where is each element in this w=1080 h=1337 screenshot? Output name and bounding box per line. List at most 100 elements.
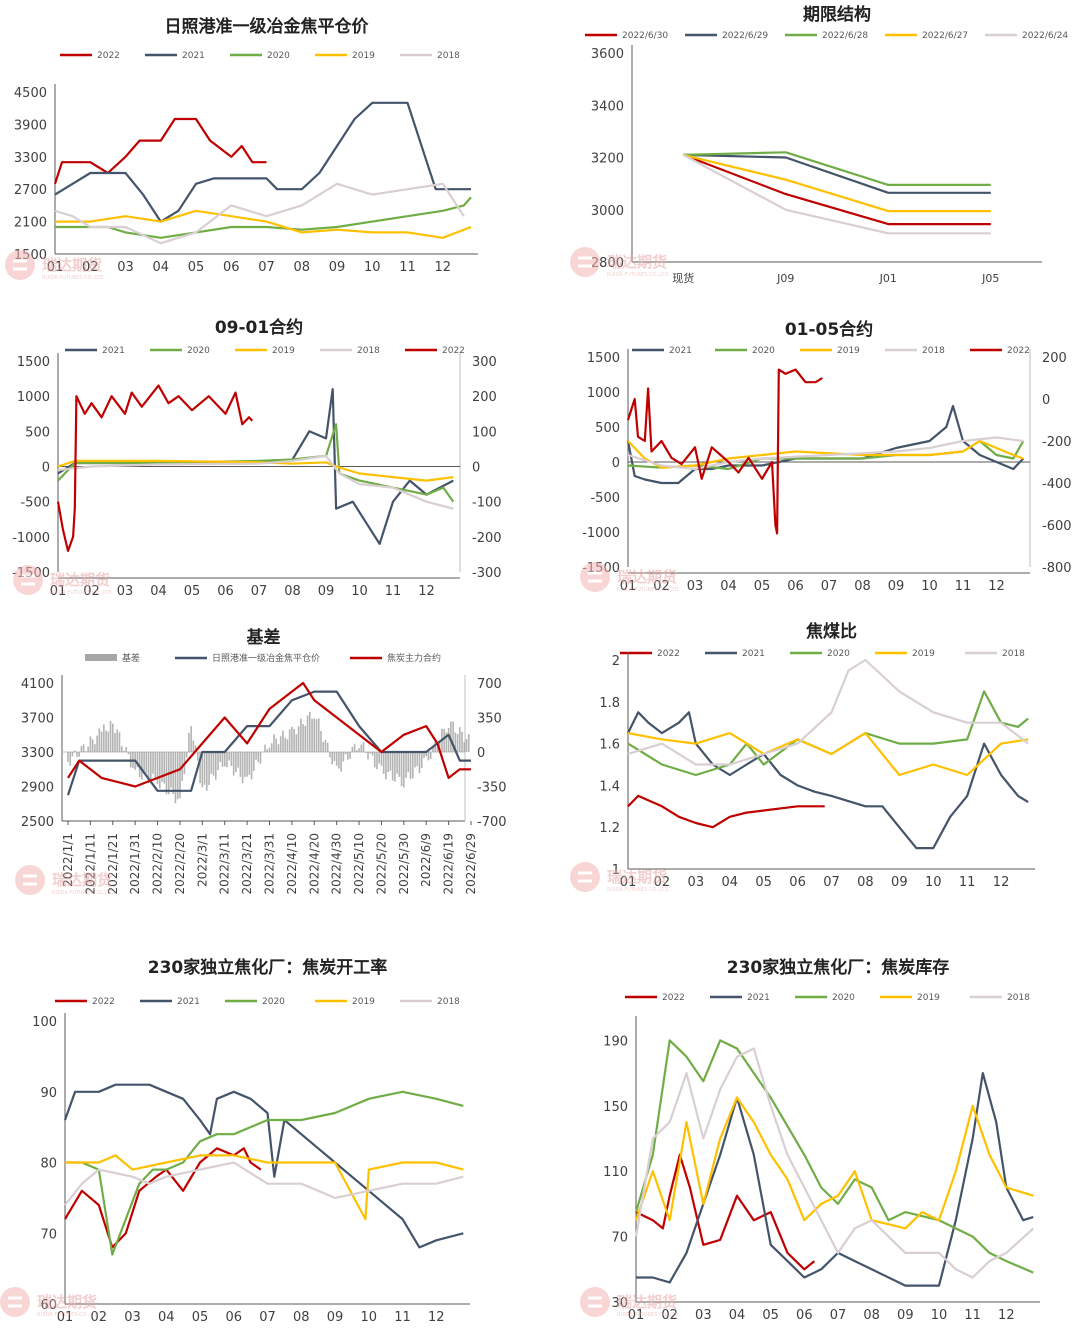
x-tick-label: 05 — [184, 584, 201, 599]
x-tick-label: 08 — [293, 260, 310, 275]
chart-c6: 焦煤比 2022 2021 2020 2019 2018 1 1.2 1.4 1.6 1.8 2 01 0… — [599, 621, 1035, 890]
chart-title: 230家独立焦化厂：焦炭开工率 — [148, 957, 388, 978]
chart-title: 09-01合约 — [215, 317, 303, 338]
watermark-icon — [5, 250, 35, 280]
x-tick-label: 10 — [360, 1310, 377, 1325]
x-tick-label: 2022/4/20 — [307, 833, 321, 895]
y-tick-label: 4500 — [14, 86, 47, 101]
x-tick-label: 01 — [57, 1310, 74, 1325]
y-tick-label: 1.4 — [599, 779, 620, 794]
y2-tick-label: -600 — [1042, 519, 1072, 534]
legend-label: 2022 — [1007, 346, 1030, 356]
y-tick-label: 70 — [611, 1231, 628, 1246]
x-tick-label: 12 — [428, 1310, 445, 1325]
watermark-icon-mark — [578, 256, 592, 268]
legend-label: 日照港准一级冶金焦平仓价 — [212, 652, 320, 664]
legend-label: 2019 — [912, 649, 935, 659]
y2-tick-label: -700 — [477, 815, 507, 830]
chart-title: 期限结构 — [803, 4, 871, 25]
y-tick-label: 70 — [40, 1227, 57, 1242]
watermark-text: 瑞达期货 — [617, 1293, 677, 1311]
chart-c2: 期限结构 2022/6/30 2022/6/29 2022/6/28 2022/6/27… — [585, 4, 1068, 285]
series-line-2022 — [626, 368, 823, 535]
legend-label: 2022/6/29 — [722, 31, 768, 41]
watermark-icon — [580, 1287, 610, 1317]
watermark-subtext: RUIDA FUTURES CO.,LTD. — [607, 887, 670, 893]
watermark-icon-mark — [23, 874, 37, 886]
x-tick-label: 02 — [90, 1310, 107, 1325]
y-tick-label: -500 — [590, 491, 620, 506]
y-tick-label: 3000 — [591, 204, 624, 219]
legend-label: 2020 — [187, 346, 210, 356]
x-tick-label: 10 — [931, 1308, 948, 1323]
x-tick-label: 2022/6/9 — [419, 833, 433, 887]
y-tick-label: 3400 — [591, 99, 624, 114]
y-tick-label: 150 — [603, 1100, 628, 1115]
watermark-icon — [0, 1287, 30, 1317]
y-tick-label: 1 — [612, 863, 620, 878]
x-tick-label: 08 — [863, 1308, 880, 1323]
x-tick-label: 05 — [762, 1308, 779, 1323]
series-line-2021 — [54, 101, 471, 223]
x-tick-label: 11 — [399, 260, 416, 275]
x-tick-label: 2022/3/21 — [240, 833, 254, 895]
x-tick-label: 09 — [891, 875, 908, 890]
series-line-2022 — [53, 117, 267, 185]
y-tick-label: -1000 — [12, 531, 50, 546]
x-tick-label: 现货 — [672, 271, 694, 285]
x-tick-label: 04 — [158, 1310, 175, 1325]
watermark-icon — [570, 862, 600, 892]
series-line-2018 — [54, 182, 465, 245]
x-tick-label: 02 — [661, 1308, 678, 1323]
x-tick-label: 03 — [117, 260, 134, 275]
y2-tick-label: 300 — [472, 355, 497, 370]
watermark-subtext: RUIDA FUTURES CO.,LTD. — [52, 890, 115, 896]
watermark-icon — [580, 562, 610, 592]
watermark-icon — [15, 865, 45, 895]
legend-label: 2022 — [92, 997, 115, 1007]
x-tick-label: 06 — [789, 875, 806, 890]
x-tick-label: 2022/1/1 — [61, 833, 75, 887]
series-line-2020 — [627, 690, 1029, 777]
x-tick-label: 04 — [152, 260, 169, 275]
legend-label: 2018 — [357, 346, 380, 356]
x-tick-label: 11 — [394, 1310, 411, 1325]
y-tick-label: 60 — [40, 1298, 57, 1313]
x-tick-label: 07 — [823, 875, 840, 890]
x-tick-label: 03 — [124, 1310, 141, 1325]
x-tick-label: 01 — [620, 875, 637, 890]
x-tick-label: 09 — [318, 584, 335, 599]
watermark-text: 瑞达期货 — [607, 868, 667, 886]
y-tick-label: 30 — [611, 1296, 628, 1311]
series-line-2018 — [634, 1047, 1035, 1279]
watermark-icon-mark — [8, 1296, 22, 1308]
x-tick-label: 04 — [150, 584, 167, 599]
legend-label: 2019 — [352, 997, 375, 1007]
x-tick-label: 06 — [217, 584, 234, 599]
x-tick-label: 09 — [897, 1308, 914, 1323]
legend-label: 2018 — [1007, 993, 1030, 1003]
x-tick-label: 05 — [755, 875, 772, 890]
legend-label: 焦炭主力合约 — [387, 652, 441, 664]
x-tick-label: 12 — [988, 579, 1005, 594]
x-tick-label: 05 — [192, 1310, 209, 1325]
series-line-2019 — [57, 459, 454, 482]
x-tick-label: 02 — [82, 260, 99, 275]
y2-tick-label: 700 — [477, 677, 502, 692]
watermark-subtext: RUIDA FUTURES CO.,LTD. — [42, 275, 105, 281]
x-tick-label: 09 — [888, 579, 905, 594]
series-line-2018 — [57, 454, 454, 510]
y-tick-label: -1000 — [582, 526, 620, 541]
series-line-2018 — [64, 1161, 464, 1206]
x-tick-label: 04 — [729, 1308, 746, 1323]
legend-label: 2021 — [747, 993, 770, 1003]
y-tick-label: 2 — [612, 654, 620, 669]
watermark-text: 瑞达期货 — [52, 871, 112, 889]
watermark-text: 瑞达期货 — [50, 571, 110, 589]
series-line-2020 — [57, 423, 455, 503]
y-tick-label: 0 — [612, 456, 620, 471]
